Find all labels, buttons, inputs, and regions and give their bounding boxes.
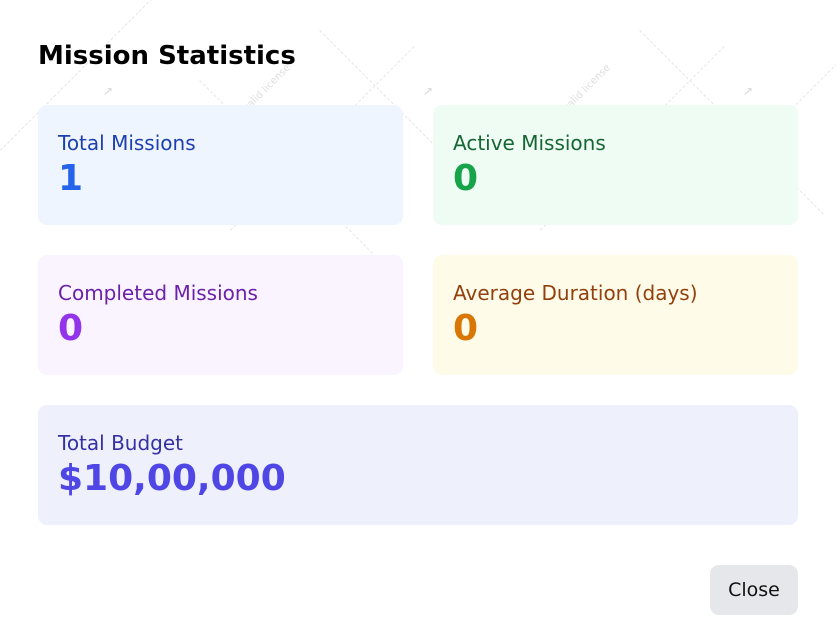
stat-card-active-missions: Active Missions 0: [433, 105, 798, 225]
stat-card-total-missions: Total Missions 1: [38, 105, 403, 225]
watermark-logo-icon: ↗: [103, 84, 114, 98]
stat-card-average-duration: Average Duration (days) 0: [433, 255, 798, 375]
stat-label: Active Missions: [453, 131, 606, 155]
close-button[interactable]: Close: [710, 565, 798, 615]
watermark-logo-icon: ↗: [423, 84, 434, 98]
stat-label: Completed Missions: [58, 281, 258, 305]
stat-label: Total Missions: [58, 131, 196, 155]
stat-label: Total Budget: [58, 431, 183, 455]
dialog-title: Mission Statistics: [38, 41, 296, 71]
stat-card-total-budget: Total Budget $10,00,000: [38, 405, 798, 525]
stat-value: $10,00,000: [58, 458, 286, 499]
stat-value: 0: [453, 158, 479, 199]
stat-value: 1: [58, 158, 84, 199]
stat-card-completed-missions: Completed Missions 0: [38, 255, 403, 375]
stat-label: Average Duration (days): [453, 281, 698, 305]
watermark-logo-icon: ↗: [743, 84, 754, 98]
stat-value: 0: [58, 308, 84, 349]
stat-value: 0: [453, 308, 479, 349]
